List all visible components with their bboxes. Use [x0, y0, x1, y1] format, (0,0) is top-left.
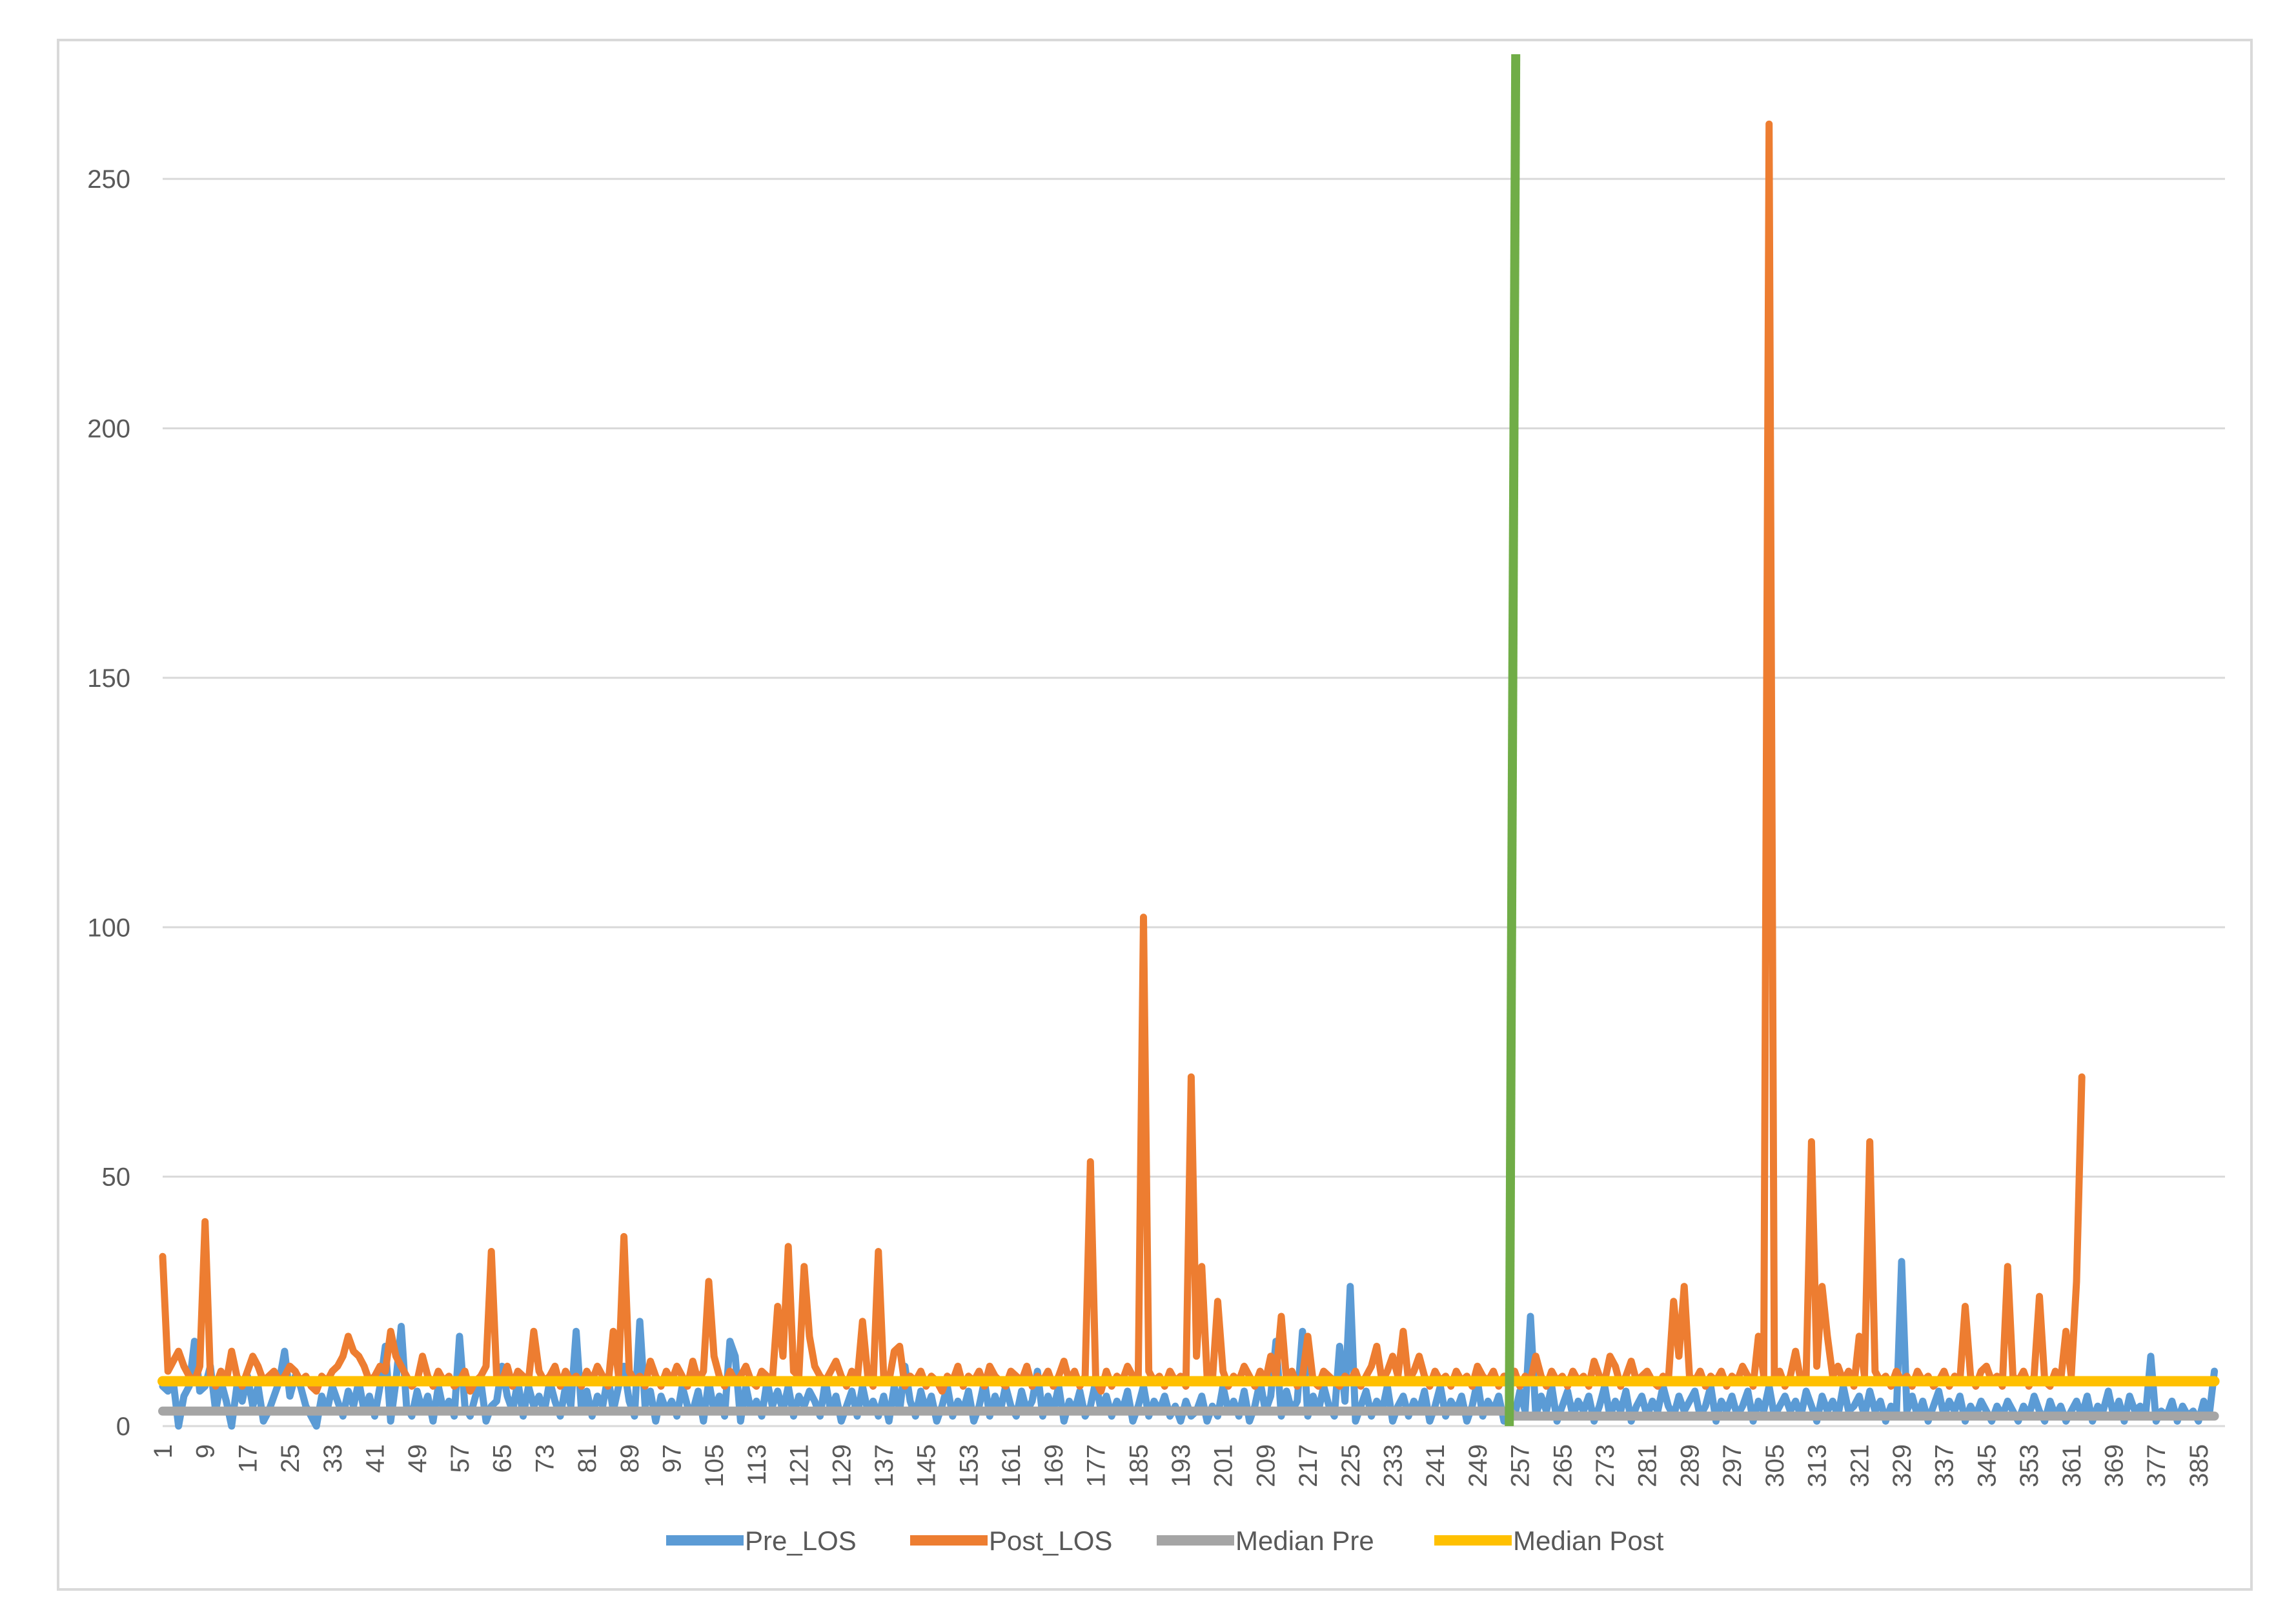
- x-tick-label: 313: [1803, 1444, 1832, 1487]
- x-tick-label: 305: [1761, 1444, 1789, 1487]
- x-tick-label: 289: [1676, 1444, 1704, 1487]
- x-tick-label: 9: [192, 1444, 220, 1458]
- legend-label: Median Pre: [1235, 1526, 1374, 1556]
- x-tick-label: 185: [1124, 1444, 1153, 1487]
- x-tick-label: 273: [1591, 1444, 1620, 1487]
- x-tick-label: 385: [2185, 1444, 2213, 1487]
- y-tick-label: 100: [87, 914, 130, 942]
- legend-label: Pre_LOS: [745, 1526, 857, 1556]
- x-tick-label: 233: [1379, 1444, 1408, 1487]
- x-tick-label: 105: [700, 1444, 729, 1487]
- x-tick-label: 193: [1167, 1444, 1195, 1487]
- x-tick-label: 137: [870, 1444, 899, 1487]
- y-tick-label: 250: [87, 165, 130, 194]
- chart-area: 0 50 100 150 200 250 1 9 17 25 33 41 49 57 65 73 81 89 97…: [57, 39, 2253, 1591]
- x-tick-label: 65: [489, 1444, 517, 1473]
- x-tick-label: 337: [1931, 1444, 1959, 1487]
- x-tick-label: 241: [1421, 1444, 1450, 1487]
- x-tick-label: 369: [2100, 1444, 2129, 1487]
- x-tick-label: 257: [1507, 1444, 1535, 1487]
- x-tick-label: 209: [1252, 1444, 1280, 1487]
- y-axis-tick-labels: 0 50 100 150 200 250: [87, 165, 130, 1441]
- x-tick-label: 297: [1718, 1444, 1747, 1487]
- y-tick-label: 200: [87, 415, 130, 444]
- x-tick-label: 81: [573, 1444, 602, 1473]
- x-tick-label: 129: [828, 1444, 856, 1487]
- x-tick-label: 225: [1337, 1444, 1365, 1487]
- series-post-los: [159, 120, 2086, 1395]
- x-axis-tick-labels: 1 9 17 25 33 41 49 57 65 73 81 89 97 105 113 121 129 137 1…: [149, 1444, 2213, 1487]
- x-tick-label: 41: [361, 1444, 390, 1473]
- x-tick-label: 177: [1082, 1444, 1111, 1487]
- x-tick-label: 321: [1845, 1444, 1874, 1487]
- x-tick-label: 57: [446, 1444, 474, 1473]
- x-tick-label: 281: [1634, 1444, 1662, 1487]
- y-tick-label: 50: [102, 1163, 131, 1192]
- y-tick-label: 150: [87, 664, 130, 693]
- x-tick-label: 49: [403, 1444, 432, 1473]
- x-tick-label: 329: [1888, 1444, 1916, 1487]
- legend-item: Pre_LOS: [666, 1526, 857, 1556]
- legend-item: Median Pre: [1157, 1526, 1374, 1556]
- series-median-pre: [158, 1406, 2219, 1421]
- x-tick-label: 265: [1549, 1444, 1577, 1487]
- x-tick-label: 361: [2058, 1444, 2086, 1487]
- x-tick-label: 1: [149, 1444, 178, 1458]
- x-tick-label: 33: [319, 1444, 347, 1473]
- legend-label: Post_LOS: [989, 1526, 1112, 1556]
- series-lines: [157, 120, 2220, 1430]
- y-tick-label: 0: [116, 1413, 130, 1441]
- x-tick-label: 89: [616, 1444, 644, 1473]
- x-tick-label: 169: [1040, 1444, 1068, 1487]
- x-tick-label: 345: [1973, 1444, 2001, 1487]
- x-tick-label: 153: [955, 1444, 983, 1487]
- legend-item: Post_LOS: [910, 1526, 1112, 1556]
- x-tick-label: 121: [786, 1444, 814, 1487]
- x-tick-label: 353: [2015, 1444, 2044, 1487]
- x-tick-label: 113: [743, 1444, 771, 1485]
- x-tick-label: 217: [1294, 1444, 1323, 1487]
- x-tick-label: 17: [234, 1444, 262, 1473]
- x-tick-label: 25: [276, 1444, 305, 1473]
- x-tick-label: 377: [2142, 1444, 2171, 1487]
- legend-item: Median Post: [1434, 1526, 1664, 1556]
- x-tick-label: 201: [1210, 1444, 1238, 1487]
- chart-svg: 0 50 100 150 200 250 1 9 17 25 33 41 49 57 65 73 81 89 97…: [87, 54, 2225, 1556]
- legend-label: Median Post: [1513, 1526, 1664, 1556]
- x-tick-label: 161: [997, 1444, 1026, 1487]
- x-tick-label: 97: [658, 1444, 686, 1473]
- x-tick-label: 249: [1464, 1444, 1492, 1487]
- legend: Pre_LOS Post_LOS Median Pre Median Post: [666, 1526, 1664, 1556]
- x-tick-label: 73: [531, 1444, 559, 1473]
- intervention-line: [1505, 54, 1521, 1427]
- gridlines: [163, 178, 2225, 1427]
- x-tick-label: 145: [913, 1444, 941, 1487]
